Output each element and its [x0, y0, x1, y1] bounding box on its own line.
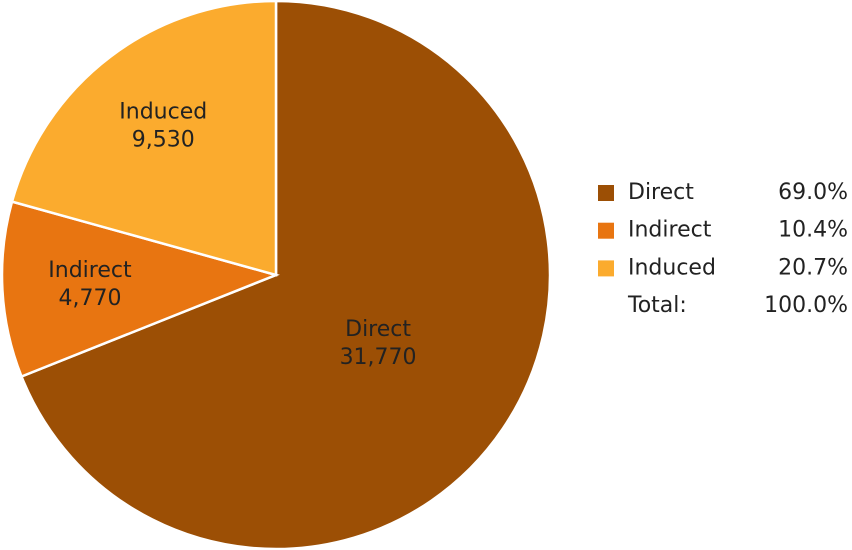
legend-value: 69.0%	[778, 180, 848, 205]
legend-value: 10.4%	[778, 218, 848, 243]
pie-slice	[10, 0, 278, 277]
legend-label: Direct	[628, 180, 694, 205]
legend-swatch	[598, 222, 614, 239]
slice-category-label: Induced	[119, 100, 207, 125]
pie-slice	[19, 0, 552, 550]
slice-value-label: 31,770	[340, 345, 417, 370]
legend-swatch	[598, 185, 614, 201]
legend-value: 20.7%	[778, 255, 848, 280]
slice-value-label: 9,530	[132, 128, 195, 153]
legend-total-label: Total:	[627, 293, 687, 318]
slice-value-label: 4,770	[58, 286, 121, 311]
legend-total-value: 100.0%	[764, 293, 848, 318]
slice-category-label: Indirect	[48, 258, 132, 283]
slice-category-label: Direct	[345, 317, 411, 342]
legend-swatch	[598, 260, 614, 277]
pie-slice	[0, 200, 280, 379]
legend-label: Induced	[628, 255, 716, 280]
legend-label: Indirect	[628, 218, 712, 243]
